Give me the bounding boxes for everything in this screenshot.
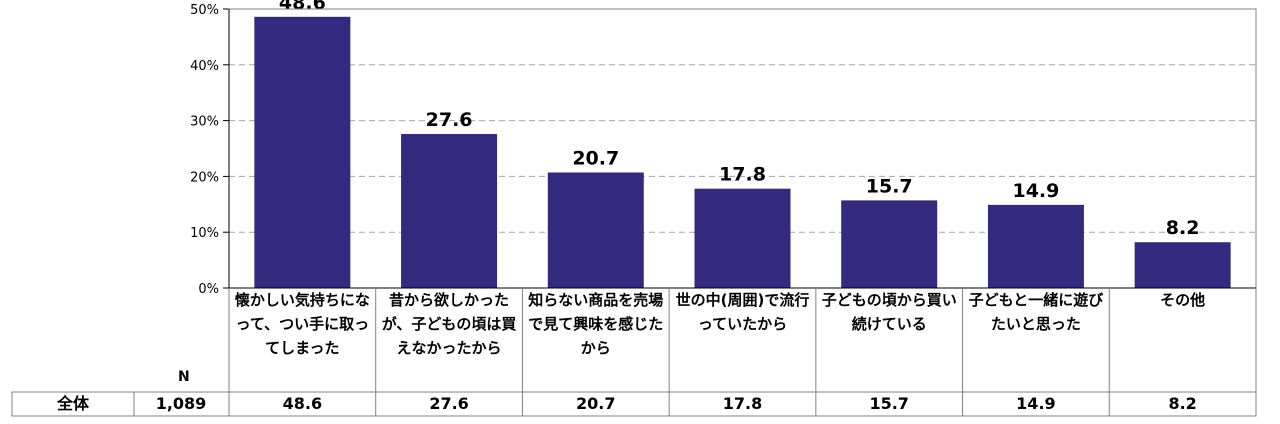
n-header: N	[178, 369, 190, 385]
category-label: 子どもと一緒に遊びたいと思った	[968, 291, 1104, 333]
value-label: 48.6	[279, 0, 326, 14]
y-tick-label: 50%	[190, 3, 219, 18]
table-value-cell: 15.7	[869, 394, 909, 413]
value-labels: 48.6 27.6 20.7 17.8 15.7 14.9 8.2	[279, 0, 1200, 239]
bars	[254, 16, 1231, 288]
value-label: 14.9	[1012, 180, 1059, 202]
y-tick-label: 10%	[190, 226, 219, 241]
bar	[547, 172, 644, 288]
category-label: その他	[1160, 291, 1206, 309]
y-tick-label: 0%	[198, 282, 219, 297]
table-value-cell: 27.6	[429, 394, 469, 413]
value-label: 17.8	[719, 164, 766, 186]
category-label: 知らない商品を売場で見て興味を感じたから	[528, 291, 664, 357]
table-border	[11, 391, 1257, 417]
y-tick-label: 40%	[190, 59, 219, 74]
y-axis-ticks: 0% 10% 20% 30% 40% 50%	[190, 3, 229, 297]
row-label: 全体	[56, 394, 89, 413]
y-tick-label: 30%	[190, 115, 219, 130]
bar	[841, 200, 938, 288]
table-value-cell: 14.9	[1016, 394, 1056, 413]
category-label: 懐かしい気持ちになって、つい手に取ってしまった	[234, 291, 370, 357]
table-value-cell: 20.7	[576, 394, 616, 413]
table-value-cell: 48.6	[282, 394, 323, 413]
value-label: 15.7	[866, 175, 913, 197]
category-label: 子どもの頃から買い続けている	[821, 291, 957, 333]
bar	[1134, 242, 1231, 288]
bar	[987, 204, 1084, 288]
value-label: 27.6	[426, 109, 473, 131]
value-label: 20.7	[572, 147, 619, 169]
y-tick-label: 20%	[190, 170, 219, 185]
category-label: 昔から欲しかったが、子どもの頃は買えなかったから	[381, 291, 517, 357]
table-value-cell: 17.8	[722, 394, 763, 413]
value-label: 8.2	[1166, 217, 1200, 239]
bar	[694, 188, 791, 288]
bar	[254, 16, 351, 288]
bar	[401, 133, 498, 288]
n-value: 1,089	[155, 394, 207, 413]
table-value-cell: 8.2	[1168, 394, 1197, 413]
chart-frame	[11, 8, 1257, 417]
category-label: 世の中(周囲)で流行っていたから	[675, 291, 810, 333]
